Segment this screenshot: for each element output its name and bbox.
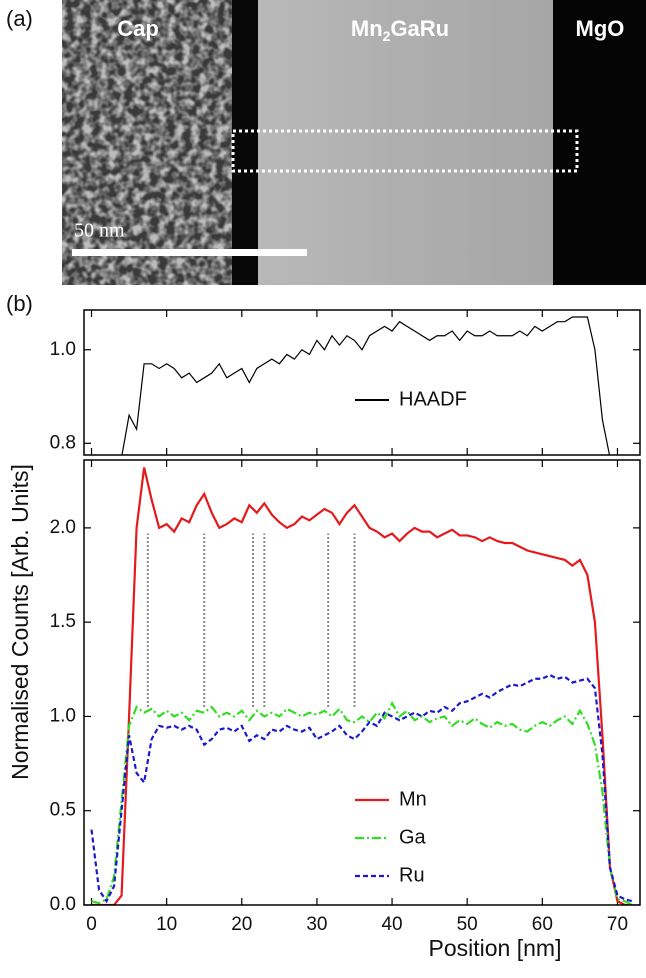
y-tick-label: 1.5 bbox=[50, 611, 76, 632]
series-line bbox=[91, 700, 633, 905]
legend-label: Ga bbox=[399, 826, 427, 848]
formula-part: Mn bbox=[351, 16, 383, 41]
plot-area bbox=[90, 467, 633, 905]
scale-bar bbox=[72, 249, 307, 256]
x-tick-label: 20 bbox=[231, 914, 252, 935]
x-tick-label: 70 bbox=[607, 914, 628, 935]
y-tick-label: 0.5 bbox=[50, 800, 76, 821]
y-tick-label: 2.0 bbox=[50, 517, 76, 538]
series-line bbox=[91, 467, 633, 905]
x-tick-label: 50 bbox=[457, 914, 478, 935]
legend-label: Ru bbox=[399, 864, 425, 886]
y-tick-label: 0.0 bbox=[50, 894, 76, 915]
x-tick-label: 40 bbox=[381, 914, 402, 935]
plot-frame bbox=[83, 309, 641, 456]
formula-part: GaRu bbox=[390, 16, 449, 41]
region-label: MgO bbox=[576, 16, 625, 41]
x-tick-label: 10 bbox=[156, 914, 177, 935]
x-tick-label: 60 bbox=[532, 914, 553, 935]
micrograph bbox=[62, 0, 646, 285]
series-line bbox=[90, 673, 633, 904]
panel-label: (a) bbox=[6, 6, 33, 31]
panel-label: (b) bbox=[6, 291, 33, 316]
legend-label: Mn bbox=[399, 788, 427, 810]
y-tick-label: 1.0 bbox=[50, 339, 76, 360]
region-label: Mn2GaRu bbox=[351, 16, 449, 44]
y-tick-label: 0.8 bbox=[50, 432, 76, 453]
x-tick-label: 0 bbox=[86, 914, 97, 935]
series-line bbox=[121, 316, 611, 455]
scale-bar-label: 50 nm bbox=[74, 220, 125, 242]
plot-frame bbox=[83, 459, 641, 906]
region-label: Cap bbox=[117, 16, 159, 41]
plot-area bbox=[121, 316, 611, 455]
x-tick-label: 30 bbox=[306, 914, 327, 935]
formula-subscript: 2 bbox=[383, 28, 391, 44]
y-tick-label: 1.0 bbox=[50, 705, 76, 726]
y-axis-title: Normalised Counts [Arb. Units] bbox=[7, 464, 33, 780]
x-axis-title: Position [nm] bbox=[429, 935, 562, 961]
legend-label: HAADF bbox=[399, 388, 467, 410]
